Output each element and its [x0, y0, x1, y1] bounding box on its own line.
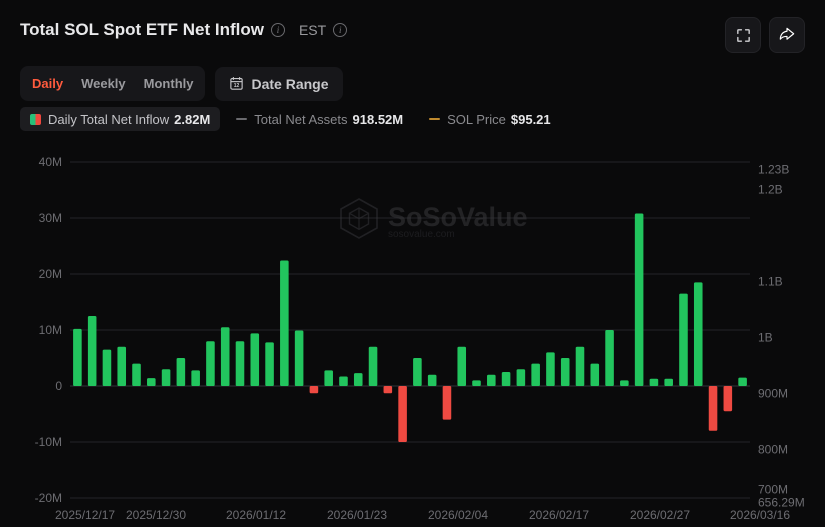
svg-text:2025/12/17: 2025/12/17	[55, 508, 115, 522]
svg-text:700M: 700M	[758, 483, 788, 497]
svg-text:2026/02/17: 2026/02/17	[529, 508, 589, 522]
svg-text:40M: 40M	[39, 155, 62, 169]
svg-text:30M: 30M	[39, 211, 62, 225]
svg-text:1.23B: 1.23B	[758, 163, 789, 177]
svg-text:2025/12/30: 2025/12/30	[126, 508, 186, 522]
svg-text:2026/02/04: 2026/02/04	[428, 508, 488, 522]
svg-text:SoSoValue: SoSoValue	[388, 202, 528, 232]
svg-text:1B: 1B	[758, 331, 773, 345]
svg-text:2026/03/16: 2026/03/16	[730, 508, 790, 522]
svg-text:0: 0	[55, 379, 62, 393]
svg-text:20M: 20M	[39, 267, 62, 281]
svg-text:900M: 900M	[758, 387, 788, 401]
svg-text:2026/01/23: 2026/01/23	[327, 508, 387, 522]
svg-text:1.1B: 1.1B	[758, 275, 783, 289]
svg-text:-20M: -20M	[35, 491, 62, 505]
svg-text:-10M: -10M	[35, 435, 62, 449]
svg-text:2026/01/12: 2026/01/12	[226, 508, 286, 522]
svg-text:2026/02/27: 2026/02/27	[630, 508, 690, 522]
svg-text:10M: 10M	[39, 323, 62, 337]
svg-text:800M: 800M	[758, 443, 788, 457]
svg-text:1.2B: 1.2B	[758, 183, 783, 197]
svg-text:sosovalue.com: sosovalue.com	[388, 229, 455, 240]
